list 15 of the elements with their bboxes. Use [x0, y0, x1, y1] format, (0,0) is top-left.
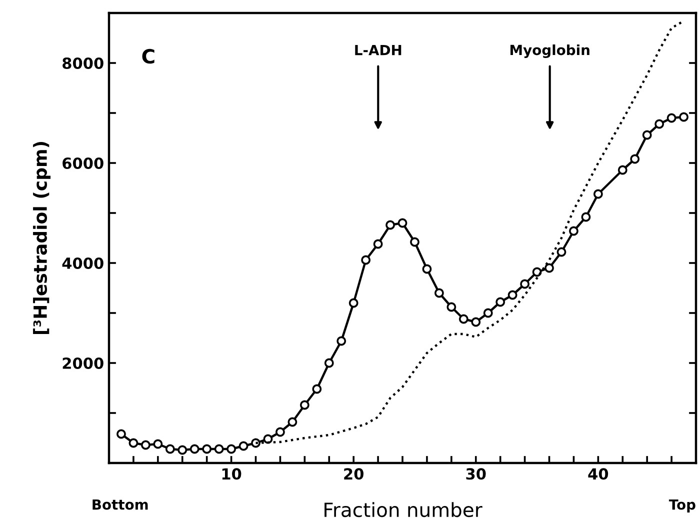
x-tick-label: 40 [588, 468, 608, 480]
x-axis-title: Fraction number [324, 502, 482, 518]
x-tick-label: 20 [344, 468, 364, 480]
y-tick-label: 6000 [62, 157, 104, 170]
x-tick-label: 30 [466, 468, 486, 480]
text: Bottom [92, 499, 148, 510]
y-tick-label: 4000 [62, 257, 104, 270]
annotation: L-ADH [355, 44, 402, 56]
annotation: Myoglobin [510, 44, 590, 58]
annotation: C [142, 48, 154, 64]
y-axis-title: [³H]estradiol (cpm) [33, 142, 51, 334]
y-tick-label: 2000 [62, 357, 104, 370]
y-tick-label: 8000 [62, 57, 104, 70]
text: Top [668, 499, 696, 512]
x-tick-label: 10 [222, 468, 242, 480]
